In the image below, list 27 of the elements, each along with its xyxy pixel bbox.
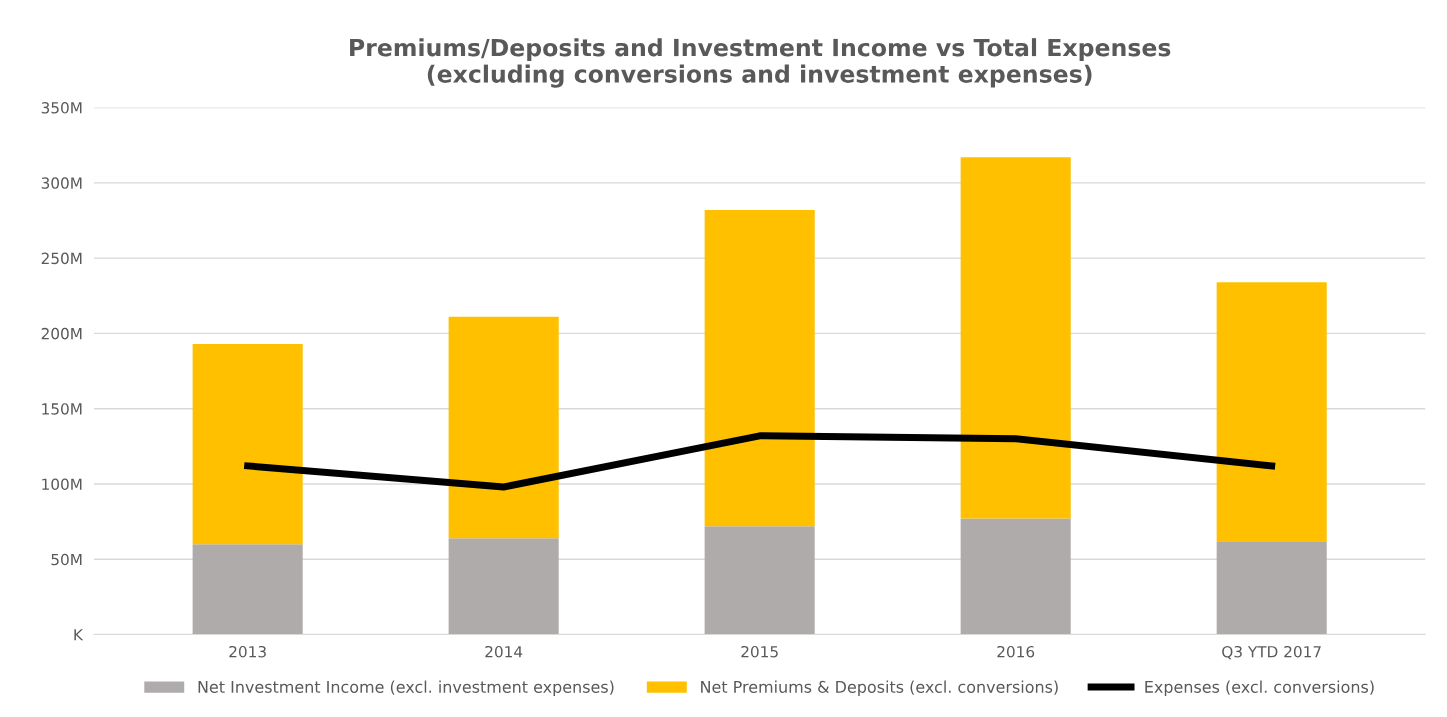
- bar: [448, 538, 559, 635]
- bar: [960, 518, 1071, 635]
- bar: [1216, 541, 1327, 635]
- bar: [704, 209, 815, 527]
- y-tick-label: 350M: [41, 102, 82, 114]
- bar: [192, 544, 303, 635]
- bar: [704, 526, 815, 635]
- y-tick-label: 200M: [41, 327, 82, 340]
- y-tick-label: 50M: [51, 553, 82, 566]
- legend-label: Net Investment Income (excl. investment expenses): [198, 680, 614, 696]
- y-tick-label: 150M: [42, 403, 82, 415]
- y-tick-label: K: [74, 629, 84, 641]
- legend-label: Expenses (excl. conversions): [1145, 680, 1374, 696]
- y-tick-label: 300M: [41, 177, 82, 189]
- chart-title: Premiums/Deposits and Investment Income vs Total Expenses (excluding conversions and investment expenses): [350, 38, 1171, 88]
- x-tick-label: 2014: [485, 645, 523, 658]
- bar: [448, 316, 559, 539]
- bar: [192, 343, 303, 545]
- y-tick-label: 250M: [41, 252, 82, 265]
- x-tick-label: Q3 YTD 2017: [1222, 645, 1321, 660]
- x-tick-label: 2016: [997, 645, 1035, 658]
- bar: [1216, 282, 1327, 542]
- x-tick-label: 2015: [741, 645, 778, 658]
- x-tick-label: 2013: [229, 645, 266, 658]
- legend-label: Net Premiums & Deposits (excl. conversions): [701, 680, 1058, 696]
- y-tick-label: 100M: [42, 478, 82, 490]
- bar: [960, 157, 1071, 519]
